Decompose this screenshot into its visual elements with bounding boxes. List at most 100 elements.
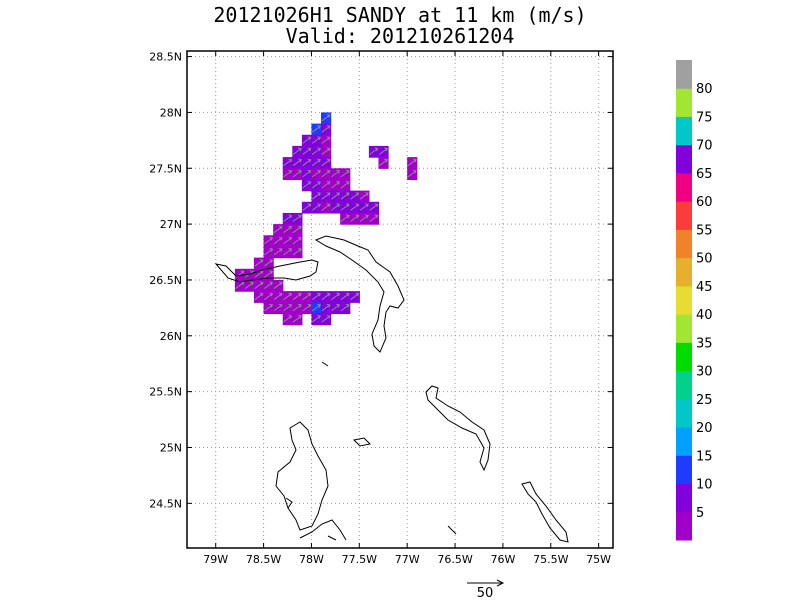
- coast-cat-island: [521, 481, 569, 543]
- wind-vector: [273, 304, 283, 312]
- wind-vector-head: [307, 203, 312, 208]
- lon-label: 76W: [490, 553, 515, 566]
- lat-label: 26.5N: [149, 274, 182, 287]
- colorbar-swatch: [676, 201, 692, 230]
- wind-vector-head: [365, 214, 369, 219]
- wind-vector-head: [278, 236, 283, 241]
- wind-vector: [292, 148, 302, 155]
- wind-vector-head: [317, 147, 321, 152]
- wind-vector-head: [259, 292, 264, 297]
- wind-vector: [311, 125, 321, 133]
- wind-vector-head: [317, 315, 321, 319]
- wind-vector: [321, 114, 331, 122]
- wind-vector-head: [278, 281, 283, 286]
- colorbar-label: 5: [696, 506, 704, 521]
- colorbar-label: 50: [696, 252, 713, 267]
- wind-vector: [254, 270, 264, 278]
- coast-grand-bahama: [214, 259, 319, 283]
- wind-vector: [350, 192, 359, 200]
- wind-vector: [283, 293, 292, 301]
- wind-vector: [331, 192, 340, 200]
- wind-vector: [340, 170, 350, 178]
- wind-vector: [311, 136, 321, 144]
- lat-label: 25.5N: [149, 386, 182, 399]
- wind-vector-head: [317, 125, 321, 129]
- colorbar-label: 10: [696, 478, 713, 493]
- wind-vector-head: [326, 169, 331, 174]
- coast-eleuthera: [425, 385, 491, 472]
- lon-label: 76.5W: [437, 553, 472, 566]
- wind-vector: [407, 170, 417, 178]
- wind-vector: [264, 282, 273, 289]
- wind-vector-head: [365, 203, 369, 208]
- wind-vector-head: [288, 236, 293, 241]
- wind-vector-head: [317, 192, 321, 196]
- wind-vector-head: [326, 181, 331, 185]
- wind-vector: [292, 293, 302, 301]
- wind-vector: [331, 170, 340, 178]
- wind-vector: [264, 270, 273, 278]
- wind-vector: [292, 170, 302, 178]
- lon-label: 75.5W: [533, 553, 568, 566]
- wind-vector-head: [384, 147, 388, 152]
- coast-new-providence: [352, 437, 372, 447]
- wind-vector: [302, 304, 311, 312]
- wind-vector-head: [307, 158, 312, 163]
- wind-vector-head: [365, 192, 369, 196]
- wind-vector-head: [336, 169, 341, 174]
- wind-vector: [292, 248, 302, 256]
- wind-vector: [331, 304, 340, 312]
- wind-vector-head: [336, 203, 341, 208]
- wind-vector: [350, 203, 359, 211]
- wind-vector-head: [345, 214, 350, 219]
- wind-vector-head: [298, 225, 302, 230]
- lon-label: 77W: [395, 553, 420, 566]
- scale-arrow: 50: [467, 579, 505, 600]
- wind-vector-head: [345, 303, 350, 308]
- wind-vector-head: [326, 192, 331, 196]
- wind-vector: [244, 282, 254, 289]
- wind-vector: [254, 259, 264, 267]
- wind-vector-head: [269, 292, 274, 297]
- wind-vector-head: [374, 214, 379, 219]
- wind-vector: [359, 215, 369, 222]
- wind-vector-head: [317, 158, 321, 163]
- map-title: 20121026H1 SANDY at 11 km (m/s): [213, 3, 587, 27]
- wind-vector-head: [355, 292, 360, 297]
- colorbar-label: 40: [696, 308, 713, 323]
- colorbar-labels: 5 10 15 20 25 30 35 40 45 50 55 60 65 70 75 80: [696, 82, 713, 521]
- wind-vector-head: [307, 136, 312, 141]
- wind-vector: [302, 170, 311, 178]
- wind-vector: [235, 282, 244, 289]
- wind-vector-head: [250, 281, 254, 286]
- wind-vector-head: [298, 248, 302, 252]
- wind-vector: [292, 215, 302, 222]
- wind-vector-head: [298, 303, 302, 308]
- wind-vector: [321, 315, 331, 323]
- wind-vector-head: [288, 292, 293, 297]
- wind-vector-head: [298, 236, 302, 241]
- wind-vector: [302, 159, 311, 167]
- wind-vector-head: [326, 136, 331, 141]
- lon-label: 78.5W: [246, 553, 281, 566]
- wind-vector-head: [298, 147, 302, 152]
- lat-label: 24.5N: [149, 497, 182, 510]
- scale-arrow-label: 50: [477, 586, 494, 600]
- valid-time: Valid: 201210261204: [285, 24, 515, 48]
- colorbar-swatch: [676, 483, 692, 513]
- coast-andros: [275, 421, 329, 531]
- lat-label: 27N: [160, 218, 182, 231]
- wind-vector: [321, 192, 331, 200]
- wind-vector-head: [317, 303, 321, 308]
- wind-vector: [311, 304, 321, 312]
- lat-label: 25N: [160, 441, 182, 454]
- lat-labels: 28.5N 28N 27.5N 27N 26.5N 26N 25.5N 25N 24.5N: [149, 51, 182, 511]
- colorbar-swatch: [676, 427, 692, 456]
- wind-vector: [321, 125, 331, 133]
- wind-vector: [292, 237, 302, 245]
- wind-vector: [340, 304, 350, 312]
- lat-label: 28.5N: [149, 51, 182, 64]
- wind-vector: [378, 159, 388, 167]
- wind-vector: [311, 293, 321, 301]
